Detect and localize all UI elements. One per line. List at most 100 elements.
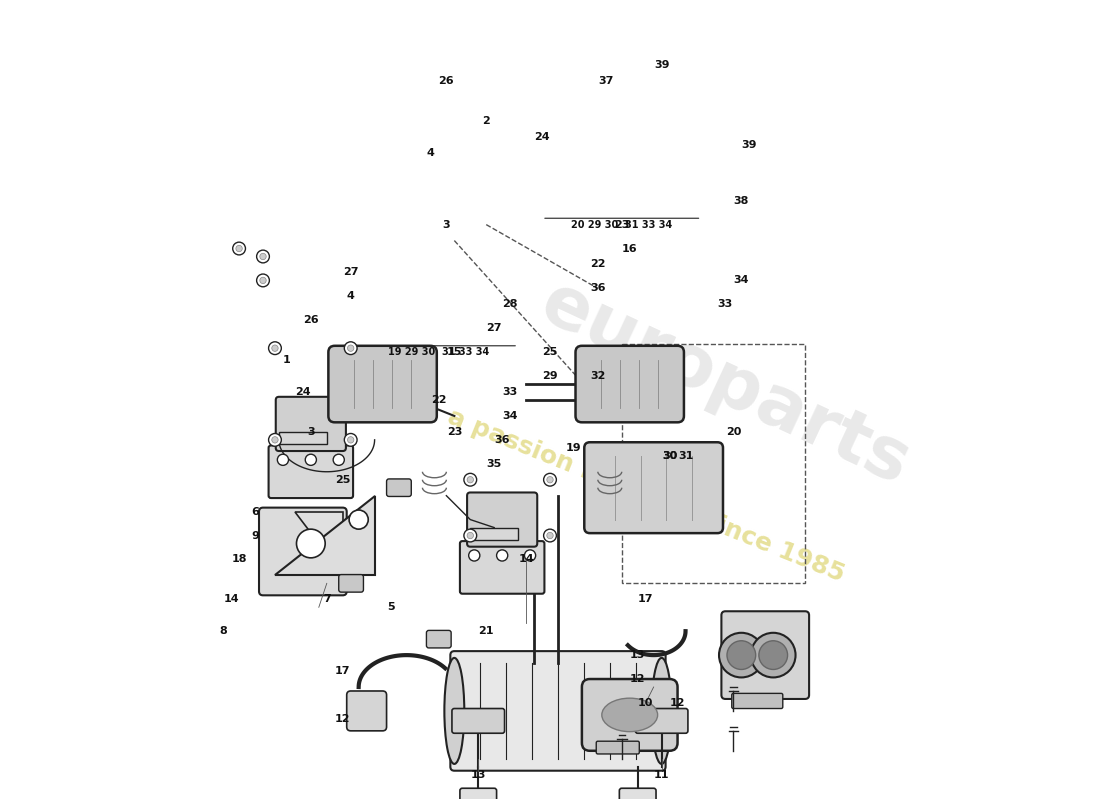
Circle shape [297,529,326,558]
Text: 4: 4 [346,291,354,302]
Text: 13: 13 [630,650,646,660]
FancyBboxPatch shape [386,479,411,497]
Circle shape [277,454,288,466]
FancyBboxPatch shape [619,788,656,800]
Circle shape [547,532,553,538]
Text: 3: 3 [307,427,315,437]
FancyBboxPatch shape [460,788,496,800]
Text: 12: 12 [630,674,646,684]
Text: 17: 17 [336,666,351,676]
Text: 6: 6 [251,506,258,517]
Text: a passion for parts since 1985: a passion for parts since 1985 [443,405,848,586]
Text: 22: 22 [430,395,447,405]
FancyBboxPatch shape [596,742,639,754]
Bar [621,344,805,583]
Text: 14: 14 [518,554,534,565]
Text: 38: 38 [734,196,749,206]
Circle shape [543,474,557,486]
Text: 35: 35 [486,458,502,469]
Ellipse shape [602,698,658,732]
Text: 31: 31 [678,451,693,461]
Bar [279,432,327,444]
Text: 19: 19 [566,443,582,453]
Text: 9: 9 [251,530,258,541]
FancyBboxPatch shape [339,574,363,592]
Text: 26: 26 [302,315,319,326]
Circle shape [268,434,282,446]
Circle shape [469,550,480,561]
Circle shape [235,246,242,252]
Circle shape [260,254,266,260]
Text: 30: 30 [662,451,678,461]
Text: 37: 37 [598,76,614,86]
Text: 13: 13 [471,770,486,780]
Text: 15: 15 [447,347,462,357]
Circle shape [348,437,354,443]
FancyBboxPatch shape [329,346,437,422]
Circle shape [256,274,270,286]
FancyBboxPatch shape [575,346,684,422]
Circle shape [268,342,282,354]
Text: 10: 10 [638,698,653,708]
Text: 24: 24 [295,387,310,397]
Circle shape [333,454,344,466]
Text: 1: 1 [283,355,290,365]
Text: 8: 8 [219,626,227,636]
Ellipse shape [651,658,672,764]
Text: 17: 17 [638,594,653,604]
Polygon shape [295,512,343,575]
Text: 2: 2 [482,116,491,126]
Circle shape [344,342,358,354]
Circle shape [468,532,473,538]
Text: 18: 18 [231,554,246,565]
Text: 27: 27 [486,323,502,334]
FancyBboxPatch shape [732,694,783,709]
Circle shape [751,633,795,678]
Text: 36: 36 [494,435,510,445]
Text: 16: 16 [621,243,638,254]
FancyBboxPatch shape [584,442,723,533]
Text: 34: 34 [503,411,518,421]
Text: 33: 33 [503,387,518,397]
Text: 20: 20 [726,427,741,437]
Text: 24: 24 [535,132,550,142]
Text: 12: 12 [670,698,685,708]
Circle shape [272,437,278,443]
Text: 22: 22 [590,259,606,270]
Bar [471,527,518,539]
Text: 33: 33 [718,299,733,310]
Text: 36: 36 [590,283,606,294]
Circle shape [547,477,553,483]
Polygon shape [275,496,375,575]
FancyBboxPatch shape [427,630,451,648]
Circle shape [349,510,368,529]
Text: europarts: europarts [530,268,921,500]
Circle shape [344,434,358,446]
Circle shape [464,474,476,486]
Circle shape [496,550,508,561]
Circle shape [727,641,756,670]
Text: 5: 5 [387,602,395,612]
Circle shape [719,633,763,678]
FancyBboxPatch shape [276,397,345,451]
Circle shape [306,454,317,466]
FancyBboxPatch shape [450,651,666,770]
Circle shape [525,550,536,561]
Circle shape [759,641,788,670]
Text: 7: 7 [323,594,331,604]
FancyBboxPatch shape [460,541,544,594]
Text: 21: 21 [478,626,494,636]
Text: 27: 27 [343,267,359,278]
Text: 39: 39 [653,60,670,70]
FancyBboxPatch shape [722,611,810,699]
Circle shape [464,529,476,542]
Text: 32: 32 [590,371,605,381]
Circle shape [348,345,354,351]
Text: 19 29 30  31 33 34: 19 29 30 31 33 34 [388,347,490,357]
Ellipse shape [444,658,464,764]
FancyBboxPatch shape [636,709,688,734]
Text: 11: 11 [653,770,670,780]
Text: 3: 3 [442,220,450,230]
FancyBboxPatch shape [268,446,353,498]
Text: 34: 34 [734,275,749,286]
